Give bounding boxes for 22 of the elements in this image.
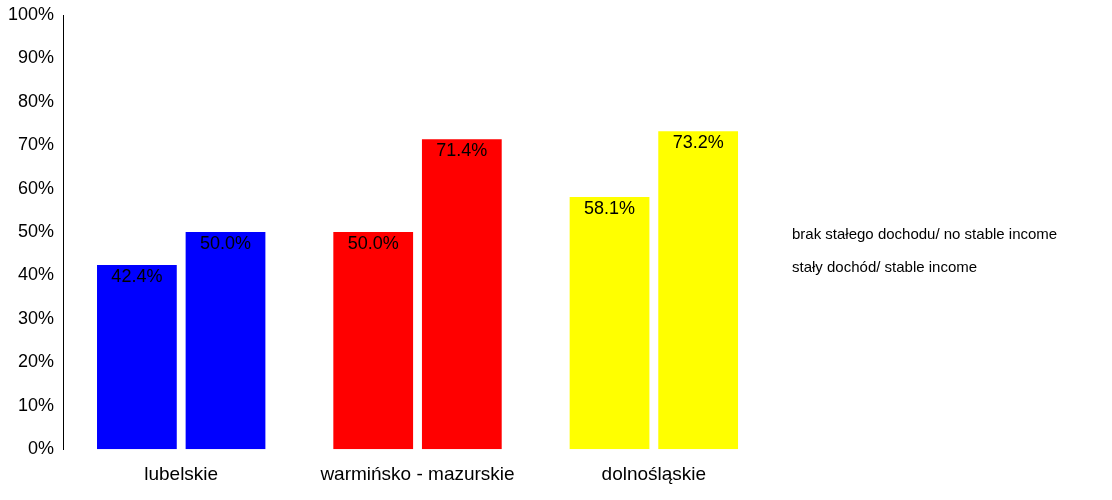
x-tick-label: dolnośląskie: [601, 462, 707, 484]
text: stały dochód/ stable income: [792, 258, 979, 275]
y-tick-label: 20%: [18, 351, 55, 372]
y-tick-label: 100%: [7, 3, 55, 24]
y-tick-label: 60%: [18, 177, 55, 198]
data-label: 58.1%: [584, 197, 636, 218]
text: brak stałego dochodu/ no stable income: [792, 225, 1059, 242]
y-tick-label: 0%: [28, 438, 55, 459]
data-label: 71.4%: [436, 140, 488, 161]
x-tick-label: warmińsko - mazurskie: [319, 462, 515, 484]
y-tick-label: 30%: [18, 307, 55, 328]
data-label: 42.4%: [111, 266, 163, 287]
y-tick-label: 90%: [18, 47, 55, 68]
x-tick-label: lubelskie: [144, 462, 219, 484]
y-tick-label: 80%: [18, 90, 55, 111]
y-tick-label: 40%: [18, 264, 55, 285]
data-label: 50.0%: [199, 233, 252, 254]
data-label: 73.2%: [672, 132, 724, 153]
y-tick-label: 50%: [18, 221, 55, 242]
data-label: 50.0%: [347, 233, 399, 254]
y-tick-label: 70%: [18, 134, 55, 155]
y-tick-label: 10%: [18, 394, 55, 415]
